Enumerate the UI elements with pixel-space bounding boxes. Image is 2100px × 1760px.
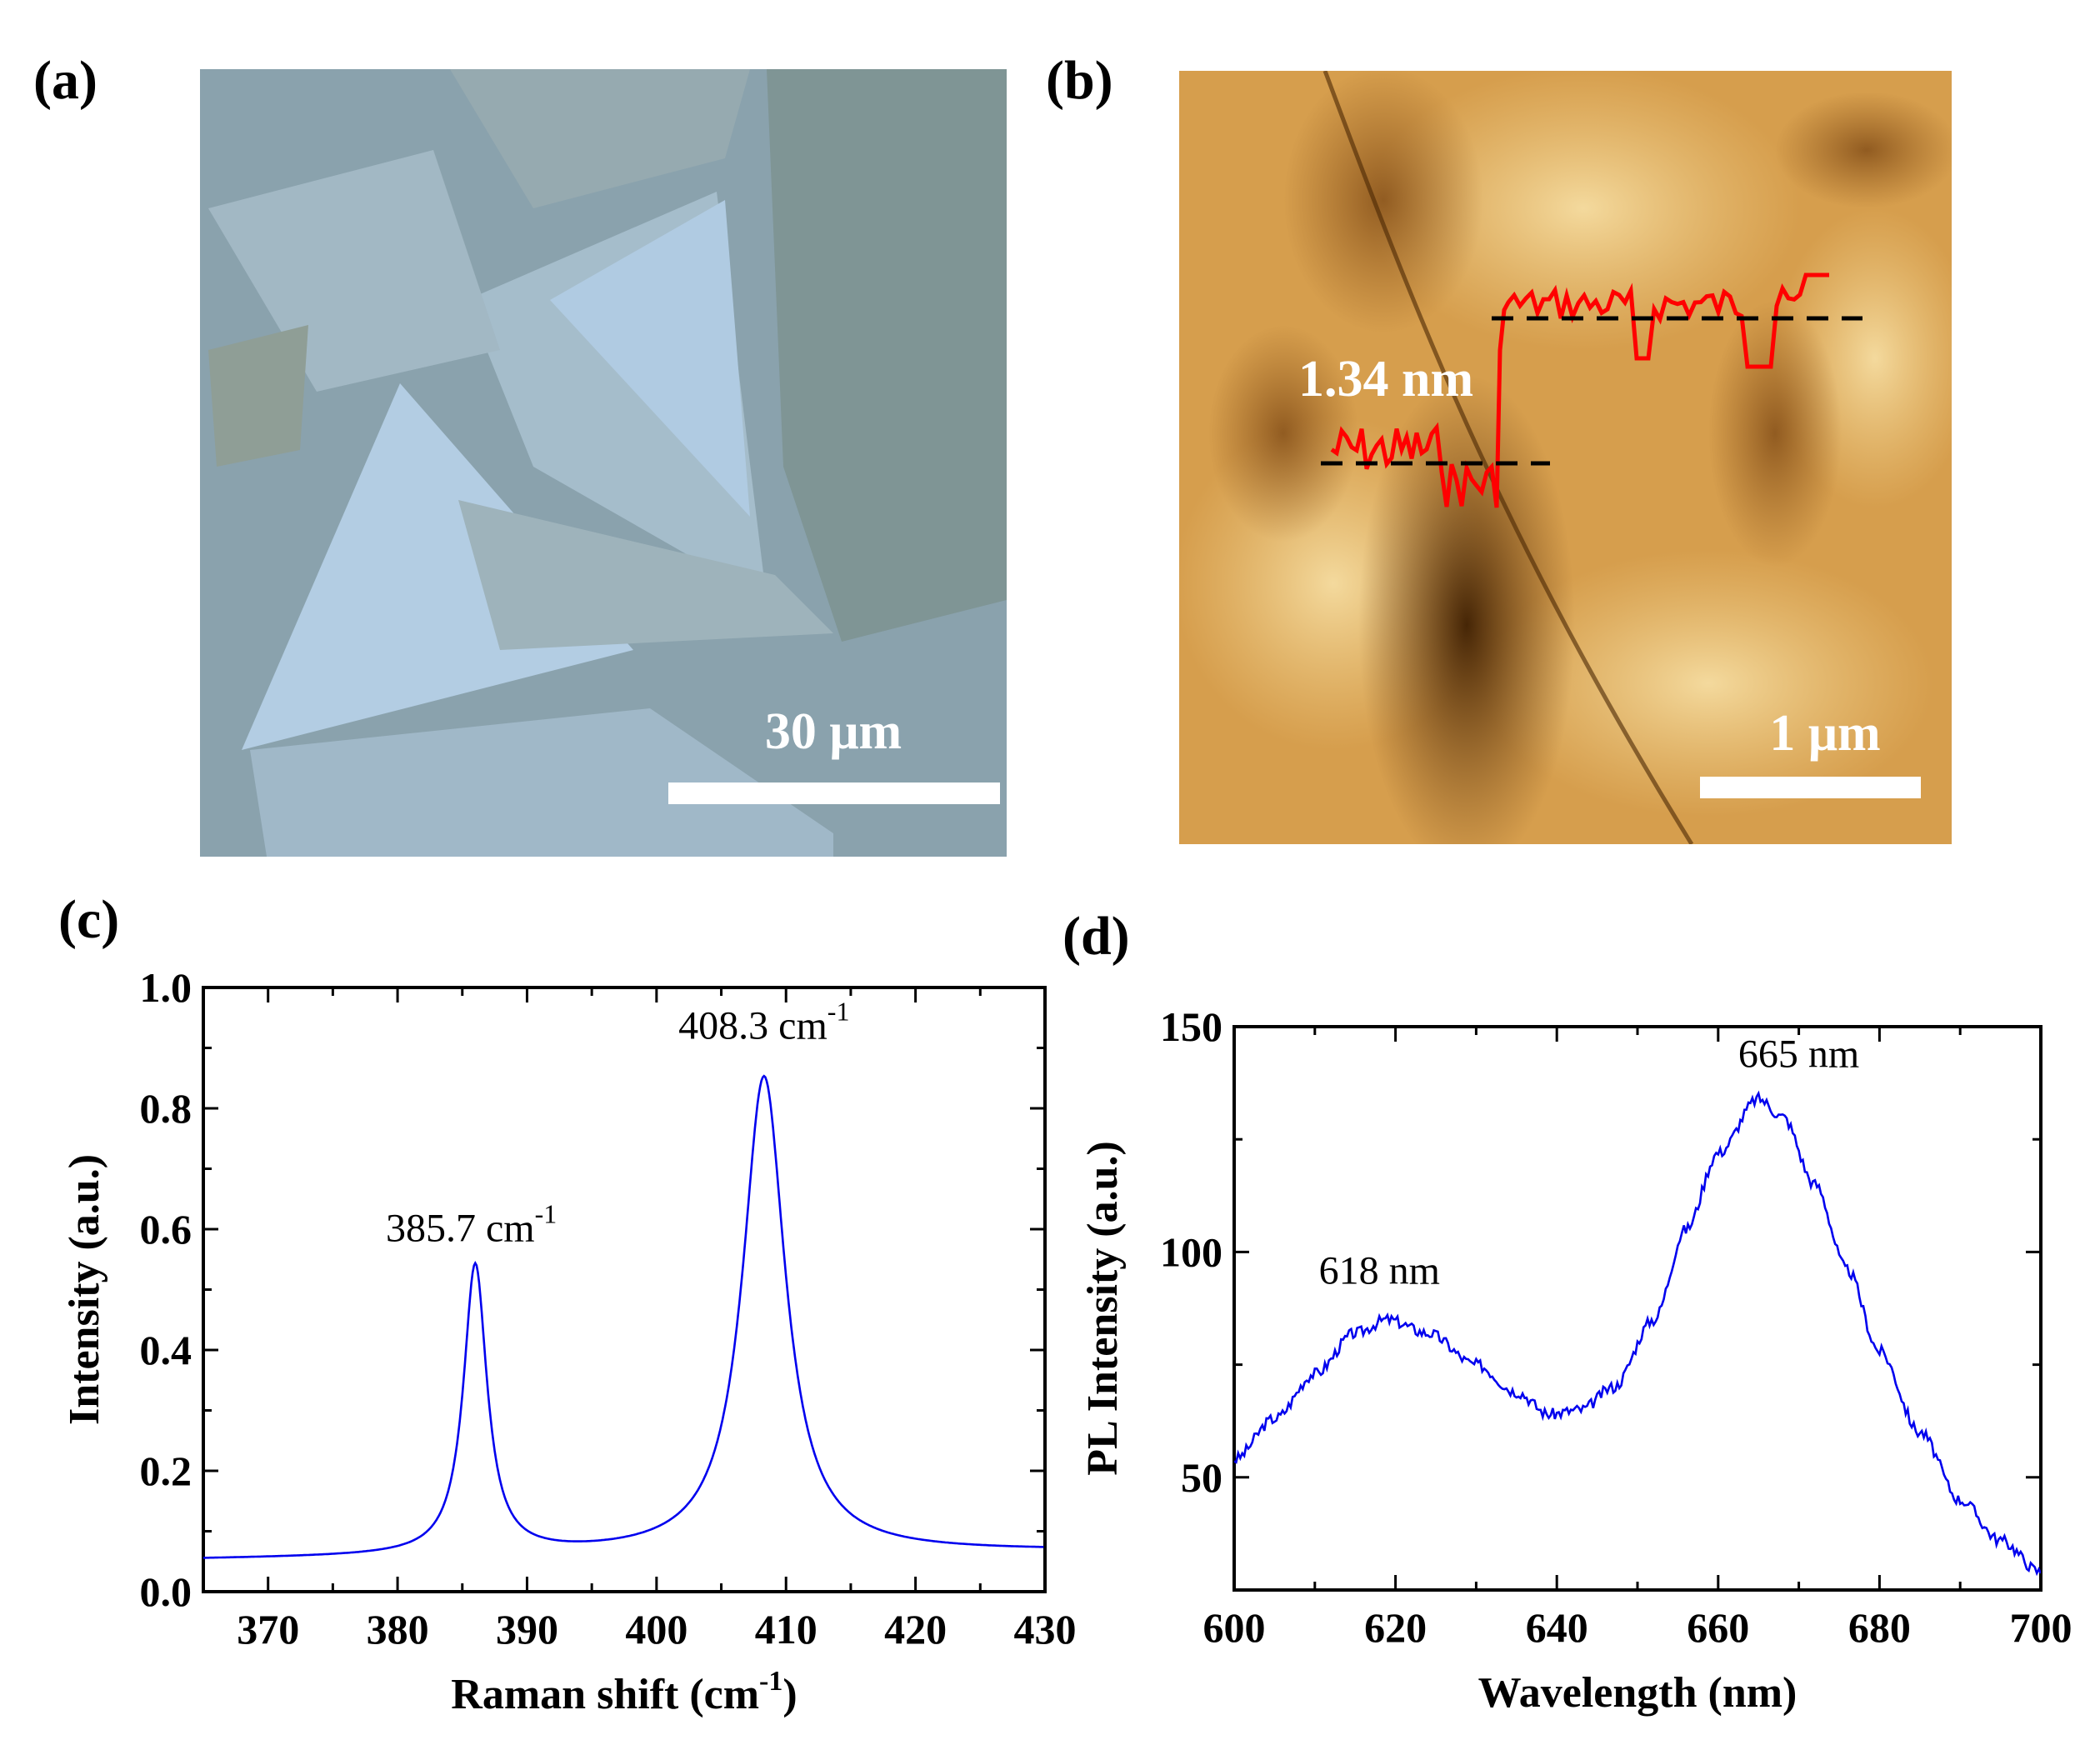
- plot-frame: [202, 986, 1047, 1593]
- peak-annotation: 665 nm: [1738, 1032, 1859, 1077]
- flake-mid-lower: [458, 500, 833, 650]
- x-axis-label: Wavelength (nm): [1478, 1669, 1798, 1717]
- pl-chart: 600 620 640 660 680 700 50 100 150 Wavelength (nm…: [1079, 1003, 2072, 1717]
- x-tick-label: 640: [1526, 1604, 1588, 1651]
- y-tick-label: 0.8: [140, 1085, 192, 1132]
- y-tick-label: 0.6: [140, 1206, 192, 1252]
- x-tick-label: 660: [1687, 1604, 1749, 1651]
- scale-bar-b-text: 1 μm: [1769, 705, 1880, 762]
- afm-step-edge: [1322, 71, 1694, 844]
- panel-d-label: (d): [1062, 906, 1130, 967]
- flake-mid-top: [450, 69, 750, 208]
- step-height-label: 1.34 nm: [1298, 351, 1473, 408]
- optical-micrograph: 30 μm: [200, 69, 1007, 857]
- x-axis-label: Raman shift (cm-1): [451, 1666, 797, 1718]
- afm-dark-patch: [1358, 375, 1575, 844]
- afm-dark-patch: [1775, 92, 1952, 208]
- x-tick-label: 430: [1014, 1606, 1077, 1652]
- y-tick-label: 50: [1181, 1454, 1222, 1501]
- afm-dark-patch: [1708, 300, 1842, 567]
- afm-image: 1.34 nm 1 μm: [1179, 71, 1952, 844]
- flake-light-left: [208, 150, 500, 392]
- x-tick-label: 600: [1203, 1604, 1266, 1651]
- data-series-line: [1234, 1090, 2041, 1577]
- flake-small-left: [208, 325, 308, 467]
- peak-annotation: 618 nm: [1319, 1248, 1440, 1292]
- y-axis-label: Intensity (a.u.): [61, 1154, 108, 1425]
- scale-bar-a-text: 30 μm: [765, 703, 902, 760]
- y-tick-label: 0.4: [140, 1327, 192, 1373]
- x-tick-label: 390: [496, 1606, 558, 1652]
- panel-a-label: (a): [33, 50, 98, 111]
- panel-c-label: (c): [58, 889, 119, 950]
- afm-light-patch: [1483, 550, 1933, 817]
- plot-frame: [1232, 1025, 2042, 1592]
- x-tick-label: 400: [625, 1606, 688, 1652]
- y-tick-label: 0.2: [140, 1448, 192, 1494]
- afm-dark-patch: [1283, 71, 1483, 333]
- peak-annotation: 408.3 cm-1: [678, 997, 849, 1048]
- y-tick-label: 0.0: [140, 1568, 192, 1615]
- y-tick-label: 150: [1160, 1003, 1222, 1050]
- afm-dark-patch: [1208, 325, 1358, 542]
- y-axis-label: PL Intensity (a.u.): [1079, 1141, 1127, 1476]
- y-tick-label: 1.0: [140, 964, 192, 1011]
- panel-b-label: (b): [1046, 50, 1113, 111]
- data-series-line: [203, 1074, 1044, 1559]
- x-tick-label: 410: [755, 1606, 818, 1652]
- flake-bright-triangle: [242, 383, 633, 750]
- peak-annotation: 385.7 cm-1: [386, 1199, 557, 1251]
- x-tick-label: 680: [1848, 1604, 1911, 1651]
- afm-light-patch: [1367, 71, 1800, 350]
- flake-dark-right: [767, 69, 1007, 642]
- x-tick-label: 420: [884, 1606, 947, 1652]
- x-tick-label: 620: [1364, 1604, 1427, 1651]
- x-tick-label: 700: [2010, 1604, 2072, 1651]
- x-tick-label: 380: [367, 1606, 429, 1652]
- y-tick-label: 100: [1160, 1228, 1222, 1275]
- flake-bright-upper: [550, 200, 750, 517]
- raman-chart: 370 380 390 400 410 420 430 0.0 0.2 0.4 0.6 0.8 1.0 R…: [61, 964, 1077, 1718]
- height-profile-line: [1330, 272, 1829, 508]
- flake-bottom: [250, 708, 833, 857]
- x-tick-label: 370: [237, 1606, 299, 1652]
